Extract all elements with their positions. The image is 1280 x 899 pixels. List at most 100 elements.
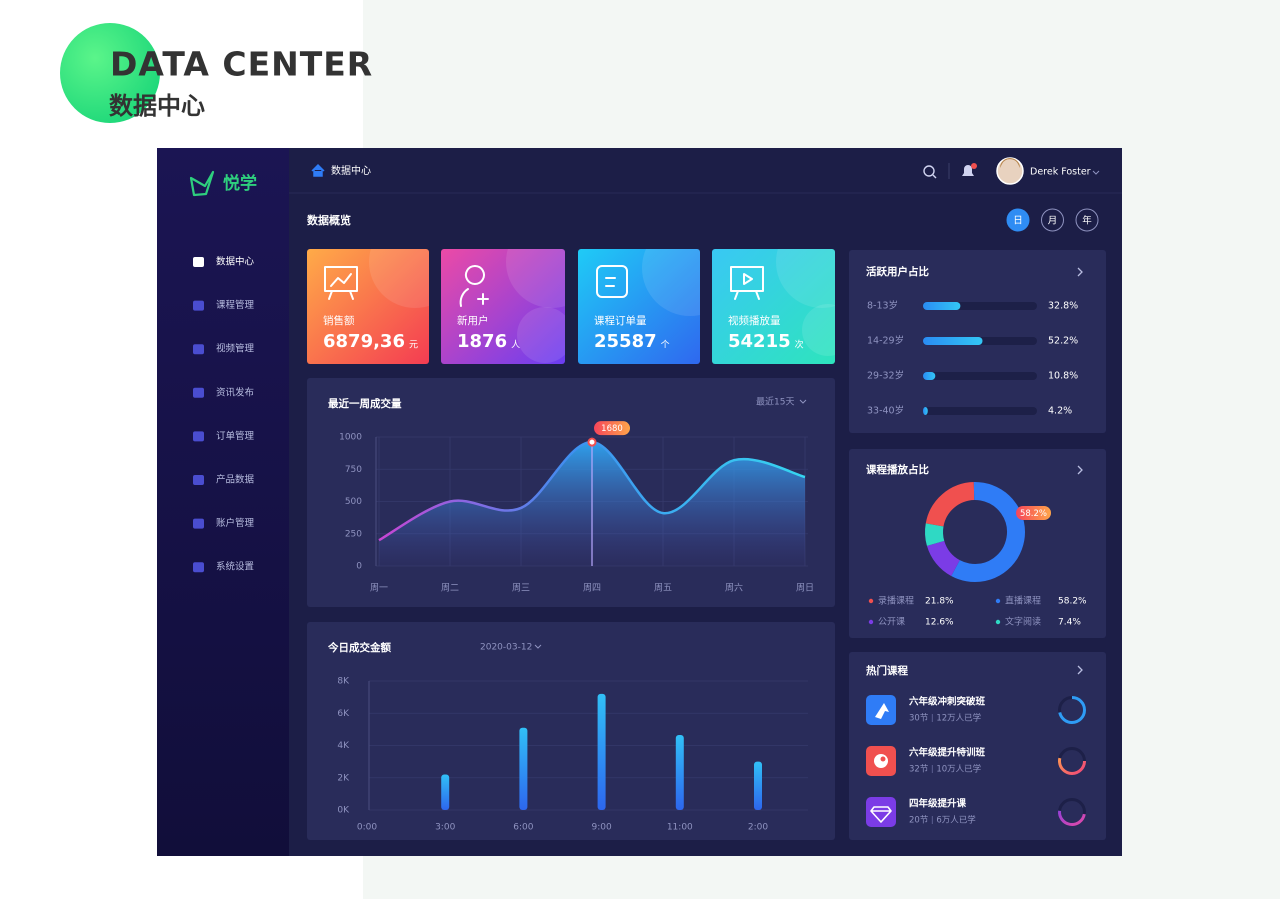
course-lessons: 32节 xyxy=(909,765,929,775)
period-label: 日 xyxy=(1013,216,1023,227)
stat-unit: 次 xyxy=(795,339,804,351)
menu-item[interactable]: 课程管理 xyxy=(193,299,255,311)
period-circle xyxy=(1006,208,1030,232)
value-label: 4.2% xyxy=(1048,406,1072,417)
stat-unit: 人 xyxy=(511,340,520,351)
bar xyxy=(519,727,528,810)
panel-title: 活跃用户占比 xyxy=(866,265,929,278)
bar xyxy=(923,302,961,310)
card-bubble xyxy=(506,249,565,308)
value-label: 10.8% xyxy=(1048,371,1078,382)
menu-icon xyxy=(193,387,204,398)
order-icon xyxy=(596,265,628,298)
menu-item[interactable]: 视频管理 xyxy=(193,343,255,355)
x-tick-label: 11:00 xyxy=(667,823,693,833)
period-label: 月 xyxy=(1048,216,1058,227)
menu-label: 系统设置 xyxy=(216,561,254,573)
y-tick-label: 8K xyxy=(337,677,350,687)
menu-label: 课程管理 xyxy=(216,299,255,311)
x-tick-label: 周一 xyxy=(370,583,388,594)
menu-item[interactable]: 订单管理 xyxy=(193,430,255,442)
ring xyxy=(1058,798,1086,826)
panel-title: 课程播放占比 xyxy=(866,463,929,476)
user-menu[interactable]: Derek Foster xyxy=(996,157,1100,185)
filter-chevron xyxy=(799,399,807,404)
period-button[interactable]: 日 xyxy=(1006,208,1030,232)
y-tick-label: 250 xyxy=(345,529,362,539)
menu-item[interactable]: 产品数据 xyxy=(193,474,255,486)
stat-card xyxy=(441,249,565,364)
page-title: DATA CENTER xyxy=(110,45,373,84)
stat-value: 1876 xyxy=(457,331,507,352)
course-item[interactable]: 四年级提升课 20节 6万人已学 xyxy=(909,798,976,826)
avatar-hair xyxy=(1000,158,1020,168)
menu-item[interactable]: 数据中心 xyxy=(193,256,255,268)
category-label: 14-29岁 xyxy=(867,335,904,347)
y-tick-label: 4K xyxy=(337,741,350,751)
course-item[interactable]: 六年级提升特训班 32节 10万人已学 xyxy=(909,747,986,775)
stat-value: 25587 xyxy=(594,331,657,352)
panel xyxy=(307,622,835,840)
donut-segment xyxy=(925,482,1025,582)
menu-item[interactable]: 系统设置 xyxy=(193,561,254,573)
x-tick-label: 6:00 xyxy=(513,823,533,833)
menu-label: 视频管理 xyxy=(216,343,255,355)
value-label: 52.2% xyxy=(1048,336,1078,347)
period-button[interactable]: 年 xyxy=(1075,208,1099,232)
y-tick-label: 750 xyxy=(345,465,362,475)
sidebar xyxy=(157,148,289,856)
video-icon xyxy=(730,266,764,300)
card-bubble xyxy=(802,304,835,356)
period-circle xyxy=(1075,208,1099,232)
course-name: 六年级提升特训班 xyxy=(909,747,986,759)
period-button[interactable]: 月 xyxy=(1041,208,1064,232)
menu-icon xyxy=(193,562,204,573)
legend-label: 公开课 xyxy=(878,617,905,628)
course-item[interactable]: 六年级冲刺突破班 30节 12万人已学 xyxy=(909,696,986,724)
stat-unit: 个 xyxy=(661,340,670,351)
search-button[interactable] xyxy=(923,165,937,179)
card-decor xyxy=(369,249,835,363)
course-learners: 12万人已学 xyxy=(936,713,981,724)
date-picker[interactable]: 2020-03-12 xyxy=(480,643,532,653)
stat-label: 新用户 xyxy=(457,314,489,327)
age-bars: 8-13岁 32.8% 14-29岁 52.2% 29-32岁 10.8% 33-40岁 4.… xyxy=(867,300,1078,417)
card-icons xyxy=(324,265,764,307)
period-switch: 日月年 xyxy=(1006,208,1099,232)
overview-title: 数据概览 xyxy=(307,213,351,227)
breadcrumb[interactable]: 数据中心 xyxy=(331,164,371,177)
date-chevron xyxy=(534,644,542,649)
line-chart: 0 250 500 750 1000 周一 周二 周三 周四 周五 周六 周日 1680 xyxy=(339,421,814,594)
menu-icon xyxy=(193,431,204,442)
bar xyxy=(923,372,936,380)
card-bubble xyxy=(369,249,429,308)
notification-button[interactable] xyxy=(962,163,977,176)
bar xyxy=(754,761,762,810)
menu-item[interactable]: 资讯发布 xyxy=(193,386,254,398)
search-icon xyxy=(923,165,935,177)
more-button[interactable] xyxy=(1077,665,1083,675)
menu-icon xyxy=(193,257,204,267)
y-tick-label: 6K xyxy=(337,709,350,719)
card-bubble xyxy=(776,249,835,308)
avatar xyxy=(996,157,1024,185)
course-learners: 10万人已学 xyxy=(936,764,981,775)
y-tick-label: 2K xyxy=(337,773,350,783)
course-icon-glyph xyxy=(875,703,889,719)
more-button[interactable] xyxy=(1077,267,1083,277)
menu-label: 数据中心 xyxy=(216,256,255,268)
menu-item[interactable]: 账户管理 xyxy=(193,517,255,529)
legend-label: 直播课程 xyxy=(1005,595,1041,607)
more-button[interactable] xyxy=(1077,465,1083,475)
user-chevron xyxy=(1092,170,1100,175)
stat-value: 54215 xyxy=(728,331,791,352)
x-tick-label: 0:00 xyxy=(357,823,377,833)
range-filter[interactable]: 最近15天 xyxy=(756,396,794,408)
decor-circle xyxy=(60,23,160,123)
callout-tag xyxy=(1016,506,1051,520)
stat-values: 销售额 6879,36 元 新用户 1876 人 课程订单量 25587 个 视频播放量 54215… xyxy=(323,314,804,352)
legend-value: 58.2% xyxy=(1058,597,1087,607)
